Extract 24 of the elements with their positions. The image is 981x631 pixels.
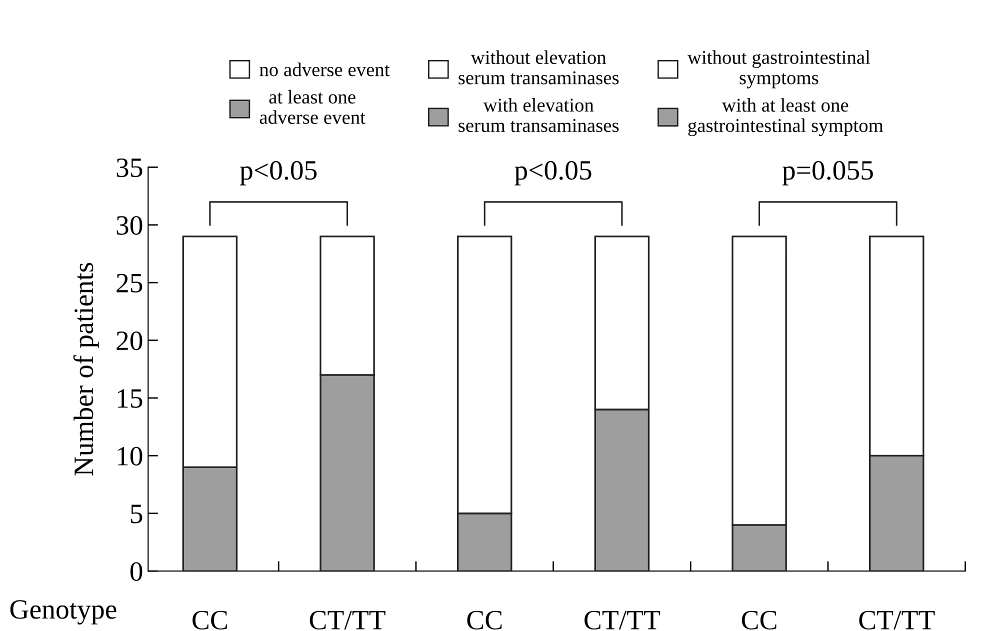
legend-label: with at least one gastrointestinal symptom: [688, 98, 884, 136]
annotation: p=0.055: [782, 161, 873, 186]
y-tick-label: 35: [116, 158, 142, 178]
legend-label: no adverse event: [260, 62, 390, 76]
y-axis-title: Number of patients: [73, 262, 99, 476]
y-tick-label: 20: [116, 331, 142, 350]
annotation: p<0.05: [514, 161, 592, 186]
x-axis-title: Genotype: [10, 600, 116, 625]
x-tick-label: CC: [192, 610, 227, 630]
legend-label: with elevation serum transaminases: [458, 98, 619, 132]
annotation: p<0.05: [240, 161, 317, 186]
x-tick-label: CT/TT: [584, 610, 660, 630]
y-tick-label: 25: [116, 274, 142, 293]
y-tick-label: 5: [130, 504, 142, 524]
y-tick-label: 0: [130, 562, 142, 581]
x-tick-label: CC: [742, 610, 776, 630]
x-tick-label: CT/TT: [859, 610, 935, 630]
legend-label: without elevation serum transaminases: [458, 50, 619, 84]
legend-label: at least one adverse event: [260, 90, 366, 124]
y-tick-label: 30: [116, 216, 142, 235]
x-tick-label: CC: [467, 610, 502, 630]
y-tick-label: 15: [118, 389, 142, 408]
x-tick-label: CT/TT: [310, 610, 386, 630]
y-tick-label: 10: [118, 446, 142, 466]
